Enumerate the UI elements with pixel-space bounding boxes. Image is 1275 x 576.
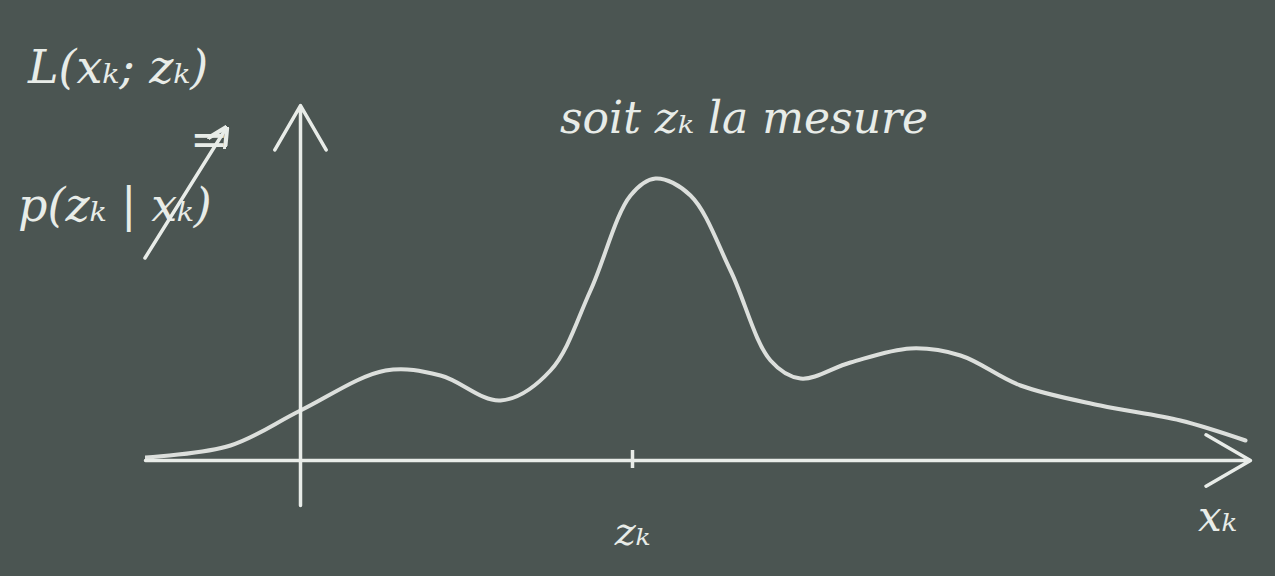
html-text:soit zₖ la mesure: soit zₖ la mesure	[560, 92, 929, 143]
svg-text:zₖ: zₖ	[614, 508, 651, 554]
html-text:p(zₖ | xₖ): p(zₖ | xₖ)	[18, 178, 212, 232]
html-text:xₖ: xₖ	[1198, 492, 1237, 541]
html-text:L(xₖ; zₖ): L(xₖ; zₖ)	[28, 40, 209, 94]
